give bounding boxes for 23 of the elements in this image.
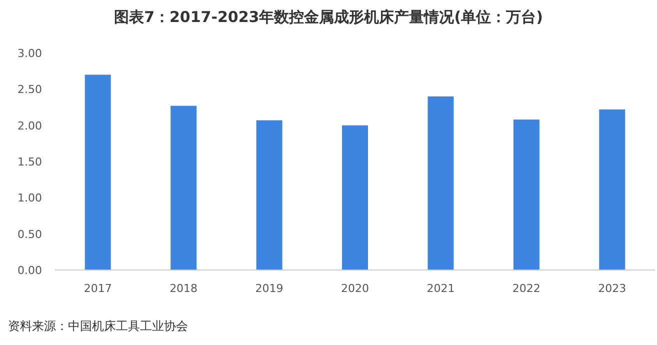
bar: [599, 109, 626, 270]
y-tick-label: 1.00: [18, 192, 42, 205]
y-tick-label: 2.50: [18, 83, 42, 96]
bar: [170, 106, 197, 270]
bar: [342, 125, 368, 270]
x-tick-label: 2018: [170, 282, 198, 295]
y-tick-label: 3.00: [18, 47, 42, 60]
x-tick-label: 2023: [598, 282, 626, 295]
x-tick-label: 2021: [426, 282, 455, 295]
bar: [84, 74, 111, 270]
bar: [513, 120, 540, 270]
y-tick-label: 1.50: [18, 156, 42, 168]
y-tick-label: 2.00: [18, 119, 42, 132]
y-tick-label: 0.50: [18, 228, 42, 241]
bar: [428, 96, 454, 270]
x-tick-label: 2020: [341, 282, 369, 295]
x-tick-label: 2017: [84, 282, 112, 295]
y-tick-label: 0.00: [18, 264, 42, 277]
bar: [256, 120, 282, 270]
x-tick-label: 2019: [255, 282, 284, 295]
x-tick-label: 2022: [512, 282, 540, 295]
text: 资料来源：中国机床工具工业协会: [8, 319, 188, 333]
chart-title: 图表7：2017-2023年数控金属成形机床产量情况(单位：万台): [114, 8, 543, 26]
